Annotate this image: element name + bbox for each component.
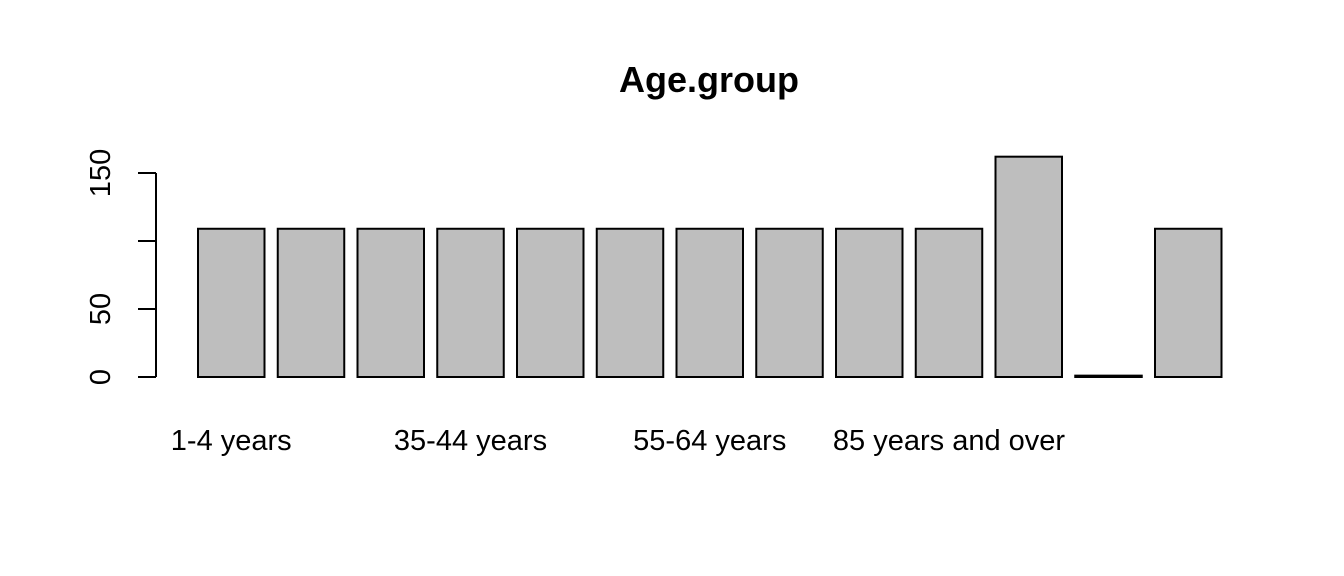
y-tick-label: 50 bbox=[85, 293, 117, 325]
bar bbox=[835, 227, 904, 378]
bar bbox=[994, 155, 1063, 378]
bar bbox=[755, 227, 824, 378]
bars bbox=[197, 155, 1223, 379]
x-tick-label: 55-64 years bbox=[633, 425, 786, 457]
bar bbox=[436, 227, 505, 378]
x-axis-labels: 1-4 years 35-44 years 55-64 years 85 years … bbox=[171, 425, 1066, 457]
bar bbox=[516, 227, 585, 378]
x-tick-label: 1-4 years bbox=[171, 425, 292, 457]
y-tick-label: 0 bbox=[85, 369, 117, 385]
x-tick-label: 35-44 years bbox=[394, 425, 547, 457]
bar bbox=[356, 227, 425, 378]
bar bbox=[675, 227, 744, 378]
bar bbox=[197, 227, 266, 378]
bar bbox=[914, 227, 984, 378]
bar bbox=[595, 227, 665, 378]
bar bbox=[1154, 227, 1223, 378]
y-tick-label: 150 bbox=[85, 149, 117, 197]
y-axis: 0 50 150 bbox=[85, 149, 157, 385]
chart-title: Age.group bbox=[619, 59, 799, 100]
x-tick-label: 85 years and over bbox=[833, 425, 1065, 457]
bar bbox=[276, 227, 346, 378]
bar bbox=[1074, 374, 1143, 379]
